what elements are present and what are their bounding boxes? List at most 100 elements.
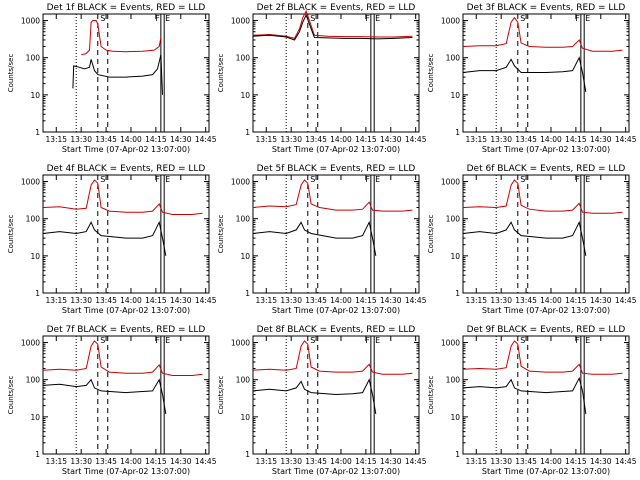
x-tick-label: 13:30: [280, 296, 302, 305]
lld-series-line: [462, 340, 623, 375]
x-tick-label: 14:15: [565, 296, 587, 305]
x-tick-label: 14:30: [170, 457, 192, 466]
plot-frame: [252, 13, 420, 133]
x-tick-label: 14:15: [565, 135, 587, 144]
x-tick-label: 14:30: [590, 296, 612, 305]
marker-f: F: [155, 336, 160, 345]
y-tick-label: 1000: [441, 17, 460, 26]
events-series-line: [462, 56, 587, 92]
x-tick-label: 14:00: [120, 135, 142, 144]
marker-s: S: [100, 175, 105, 184]
x-tick-label: 13:45: [95, 457, 117, 466]
x-tick-label: 13:15: [255, 296, 277, 305]
y-tick-label: 1: [35, 450, 40, 459]
panel-title: Det 2f BLACK = Events, RED = LLD: [257, 3, 416, 13]
marker-s: S: [520, 14, 525, 23]
marker-f: F: [575, 14, 580, 23]
y-tick-label: 10: [30, 413, 40, 422]
panel-title: Det 6f BLACK = Events, RED = LLD: [467, 164, 626, 174]
panel-3: Det 3f BLACK = Events, RED = LLD 1 10 100 10…: [427, 3, 637, 154]
marker-s: S: [310, 336, 315, 345]
events-series-line: [462, 376, 587, 414]
lld-series-line: [462, 179, 623, 214]
x-tick-label: 14:00: [120, 457, 142, 466]
x-axis-label: Start Time (07-Apr-02 13:07:00): [272, 467, 400, 476]
y-tick-label: 100: [446, 215, 461, 224]
panel-title: Det 8f BLACK = Events, RED = LLD: [257, 325, 416, 335]
x-tick-label: 13:45: [95, 135, 117, 144]
x-axis-label: Start Time (07-Apr-02 13:07:00): [482, 145, 610, 154]
panel-title: Det 9f BLACK = Events, RED = LLD: [467, 325, 626, 335]
panel-title: Det 1f BLACK = Events, RED = LLD: [47, 3, 206, 13]
marker-s: S: [520, 336, 525, 345]
x-axis-label: Start Time (07-Apr-02 13:07:00): [482, 467, 610, 476]
x-tick-label: 13:45: [305, 135, 327, 144]
panel-7: Det 7f BLACK = Events, RED = LLD 1 10 100 10…: [7, 325, 217, 476]
x-tick-label: 13:30: [490, 457, 512, 466]
lld-series-line: [42, 179, 203, 215]
x-tick-label: 14:00: [330, 296, 352, 305]
y-axis-label: Counts/sec: [427, 215, 435, 254]
y-tick-label: 10: [240, 413, 250, 422]
events-series-line: [462, 220, 587, 256]
y-tick-label: 10: [30, 252, 40, 261]
y-tick-label: 10: [450, 413, 460, 422]
panel-5: Det 5f BLACK = Events, RED = LLD 1 10 100 10…: [217, 164, 427, 315]
y-tick-label: 100: [446, 376, 461, 385]
y-tick-label: 1000: [441, 339, 460, 348]
x-tick-label: 14:15: [355, 296, 377, 305]
x-tick-label: 14:45: [195, 135, 217, 144]
y-axis-label: Counts/sec: [217, 54, 225, 93]
x-tick-label: 13:45: [515, 296, 537, 305]
y-axis-label: Counts/sec: [427, 54, 435, 93]
y-tick-label: 1000: [441, 178, 460, 187]
x-tick-label: 14:30: [380, 135, 402, 144]
y-axis-label: Counts/sec: [7, 54, 15, 93]
y-axis-label: Counts/sec: [217, 215, 225, 254]
x-tick-label: 14:45: [405, 296, 427, 305]
y-axis-label: Counts/sec: [217, 376, 225, 415]
x-tick-label: 13:30: [70, 135, 92, 144]
x-tick-label: 14:00: [120, 296, 142, 305]
x-tick-label: 14:45: [405, 135, 427, 144]
y-tick-label: 100: [236, 215, 251, 224]
x-tick-label: 14:30: [170, 135, 192, 144]
x-tick-label: 14:00: [540, 296, 562, 305]
y-tick-label: 1: [35, 128, 40, 137]
x-tick-label: 14:45: [195, 457, 217, 466]
x-tick-label: 13:45: [515, 457, 537, 466]
x-axis-label: Start Time (07-Apr-02 13:07:00): [272, 306, 400, 315]
y-axis-label: Counts/sec: [427, 376, 435, 415]
y-tick-label: 1000: [231, 339, 250, 348]
y-tick-label: 100: [236, 54, 251, 63]
lld-series-line: [42, 340, 203, 376]
panel-2: Det 2f BLACK = Events, RED = LLD 1 10 100 10…: [217, 3, 427, 154]
y-tick-label: 1: [455, 128, 460, 137]
x-tick-label: 13:45: [95, 296, 117, 305]
x-tick-label: 14:00: [540, 135, 562, 144]
marker-e: E: [165, 336, 170, 345]
plot-frame: [252, 335, 420, 455]
x-tick-label: 13:15: [465, 135, 487, 144]
x-axis-label: Start Time (07-Apr-02 13:07:00): [272, 145, 400, 154]
x-tick-label: 13:30: [70, 457, 92, 466]
x-tick-label: 13:15: [255, 457, 277, 466]
x-tick-label: 13:30: [280, 135, 302, 144]
y-tick-label: 1000: [21, 178, 40, 187]
panel-title: Det 7f BLACK = Events, RED = LLD: [47, 325, 206, 335]
marker-s: S: [310, 175, 315, 184]
marker-e: E: [585, 14, 590, 23]
plot-frame: [42, 174, 210, 294]
lld-series-line: [81, 20, 162, 56]
x-axis-label: Start Time (07-Apr-02 13:07:00): [62, 145, 190, 154]
y-tick-label: 1000: [231, 17, 250, 26]
marker-f: F: [365, 336, 370, 345]
x-tick-label: 14:15: [145, 135, 167, 144]
events-series-line: [42, 220, 167, 256]
events-series-line: [252, 220, 377, 256]
x-tick-label: 13:45: [305, 457, 327, 466]
marker-f: F: [575, 336, 580, 345]
marker-e: E: [585, 336, 590, 345]
marker-f: F: [575, 175, 580, 184]
